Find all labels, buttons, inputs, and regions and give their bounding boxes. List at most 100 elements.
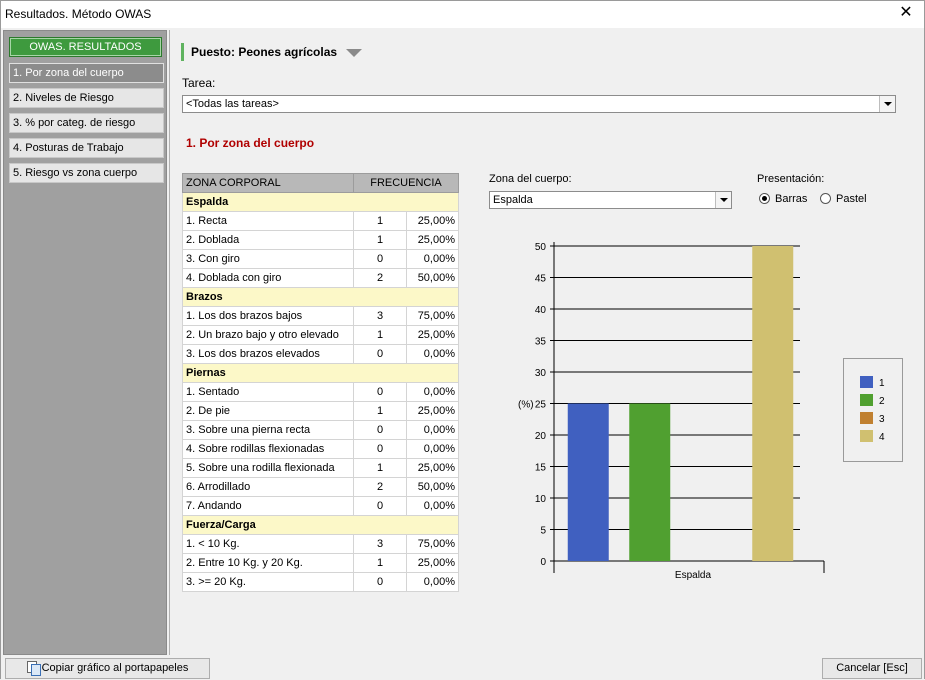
- y-tick-label: 20: [535, 431, 547, 442]
- table-row: 1. Los dos brazos bajos 3 75,00%: [182, 306, 459, 326]
- tarea-select[interactable]: <Todas las tareas>: [182, 95, 896, 113]
- y-tick-label: 35: [535, 337, 547, 348]
- group-name: Piernas: [182, 363, 459, 383]
- table-row: 2. Entre 10 Kg. y 20 Kg. 1 25,00%: [182, 553, 459, 573]
- group-name: Brazos: [182, 287, 459, 307]
- puesto-accent: [181, 43, 184, 61]
- sidebar-item-riesgo-zona[interactable]: 5. Riesgo vs zona cuerpo: [9, 163, 164, 183]
- puesto-title: Puesto: Peones agrícolas: [191, 45, 338, 59]
- sidebar-item-por-zona[interactable]: 1. Por zona del cuerpo: [9, 63, 164, 83]
- table-row: 3. >= 20 Kg. 0 0,00%: [182, 572, 459, 592]
- cell-pct: 0,00%: [406, 420, 459, 440]
- cell-n: 1: [353, 458, 407, 478]
- table-row: 1. Sentado 0 0,00%: [182, 382, 459, 402]
- cell-label: 1. Sentado: [182, 382, 354, 402]
- zona-value: Espalda: [493, 194, 533, 206]
- cell-n: 3: [353, 306, 407, 326]
- table-group-row: Piernas: [182, 363, 459, 383]
- cell-n: 0: [353, 439, 407, 459]
- bar-chart: 0 5 10 15 20 25 30 35 40 45 50 (%) Espalda: [518, 242, 825, 581]
- x-category-label: Espalda: [675, 570, 712, 581]
- table-row: 2. Doblada 1 25,00%: [182, 230, 459, 250]
- table-row: 2. De pie 1 25,00%: [182, 401, 459, 421]
- table-row: 4. Doblada con giro 2 50,00%: [182, 268, 459, 288]
- col-header-zona: ZONA CORPORAL: [182, 173, 354, 193]
- copy-chart-button[interactable]: Copiar gráfico al portapapeles: [5, 658, 210, 679]
- zona-label: Zona del cuerpo:: [489, 173, 572, 185]
- cell-n: 0: [353, 344, 407, 364]
- y-tick-label: 45: [535, 274, 547, 285]
- bar-series-1: [567, 403, 609, 561]
- table-group-row: Brazos: [182, 287, 459, 307]
- zona-select[interactable]: Espalda: [489, 191, 732, 209]
- chevron-down-icon[interactable]: [715, 192, 731, 208]
- cell-pct: 25,00%: [406, 325, 459, 345]
- puesto-dropdown-icon[interactable]: [346, 49, 362, 57]
- y-tick-label: 40: [535, 305, 547, 316]
- group-name: Espalda: [182, 192, 459, 212]
- legend-item: 1: [860, 376, 885, 390]
- cell-label: 1. < 10 Kg.: [182, 534, 354, 554]
- legend-item: 3: [860, 412, 885, 426]
- y-tick-label: 5: [540, 526, 546, 537]
- cell-label: 4. Doblada con giro: [182, 268, 354, 288]
- radio-dot[interactable]: [820, 193, 831, 204]
- cell-label: 2. Entre 10 Kg. y 20 Kg.: [182, 553, 354, 573]
- cell-label: 3. Con giro: [182, 249, 354, 269]
- title-bar: Resultados. Método OWAS ✕: [1, 1, 924, 28]
- cell-n: 1: [353, 553, 407, 573]
- close-icon[interactable]: ✕: [899, 4, 913, 21]
- copy-chart-label: Copiar gráfico al portapapeles: [41, 662, 189, 674]
- cell-pct: 25,00%: [406, 401, 459, 421]
- radio-barras[interactable]: Barras: [759, 193, 807, 205]
- cell-n: 0: [353, 572, 407, 592]
- main-panel: Puesto: Peones agrícolas Tarea: <Todas l…: [169, 30, 924, 655]
- cell-label: 6. Arrodillado: [182, 477, 354, 497]
- sidebar-header: OWAS. RESULTADOS: [9, 37, 162, 57]
- cell-n: 1: [353, 401, 407, 421]
- legend-swatch: [860, 430, 873, 442]
- footer-bar: Copiar gráfico al portapapeles Cancelar …: [1, 656, 924, 680]
- legend-swatch: [860, 412, 873, 424]
- group-name: Fuerza/Carga: [182, 515, 459, 535]
- cell-pct: 50,00%: [406, 268, 459, 288]
- cell-label: 4. Sobre rodillas flexionadas: [182, 439, 354, 459]
- cancel-button[interactable]: Cancelar [Esc]: [822, 658, 922, 679]
- sidebar: OWAS. RESULTADOS 1. Por zona del cuerpo …: [3, 30, 167, 655]
- cell-n: 0: [353, 382, 407, 402]
- cell-label: 3. Sobre una pierna recta: [182, 420, 354, 440]
- chevron-down-icon[interactable]: [879, 96, 895, 112]
- sidebar-item-porcentaje-categoria[interactable]: 3. % por categ. de riesgo: [9, 113, 164, 133]
- cell-n: 1: [353, 211, 407, 231]
- legend-label: 3: [879, 414, 885, 425]
- legend-label: 4: [879, 432, 885, 443]
- cell-n: 1: [353, 325, 407, 345]
- cell-label: 1. Los dos brazos bajos: [182, 306, 354, 326]
- bar-series-2: [629, 403, 671, 561]
- radio-pastel[interactable]: Pastel: [820, 193, 867, 205]
- radio-barras-label: Barras: [775, 193, 808, 205]
- cell-pct: 25,00%: [406, 230, 459, 250]
- cell-n: 3: [353, 534, 407, 554]
- cell-pct: 0,00%: [406, 382, 459, 402]
- table-row: 1. Recta 1 25,00%: [182, 211, 459, 231]
- legend-label: 1: [879, 378, 885, 389]
- cell-n: 2: [353, 477, 407, 497]
- table-row: 3. Sobre una pierna recta 0 0,00%: [182, 420, 459, 440]
- sidebar-item-posturas[interactable]: 4. Posturas de Trabajo: [9, 138, 164, 158]
- y-tick-label: 30: [535, 368, 547, 379]
- cell-n: 0: [353, 420, 407, 440]
- radio-dot-selected[interactable]: [759, 193, 770, 204]
- cell-pct: 25,00%: [406, 553, 459, 573]
- cell-n: 0: [353, 496, 407, 516]
- cell-pct: 25,00%: [406, 458, 459, 478]
- table-row: 2. Un brazo bajo y otro elevado 1 25,00%: [182, 325, 459, 345]
- sidebar-item-niveles-riesgo[interactable]: 2. Niveles de Riesgo: [9, 88, 164, 108]
- table-group-row: Espalda: [182, 192, 459, 212]
- cell-pct: 75,00%: [406, 534, 459, 554]
- cell-label: 1. Recta: [182, 211, 354, 231]
- y-tick-label: 50: [535, 242, 547, 253]
- tarea-value: <Todas las tareas>: [186, 98, 279, 110]
- y-tick-label: 25: [535, 400, 547, 411]
- legend-swatch: [860, 394, 873, 406]
